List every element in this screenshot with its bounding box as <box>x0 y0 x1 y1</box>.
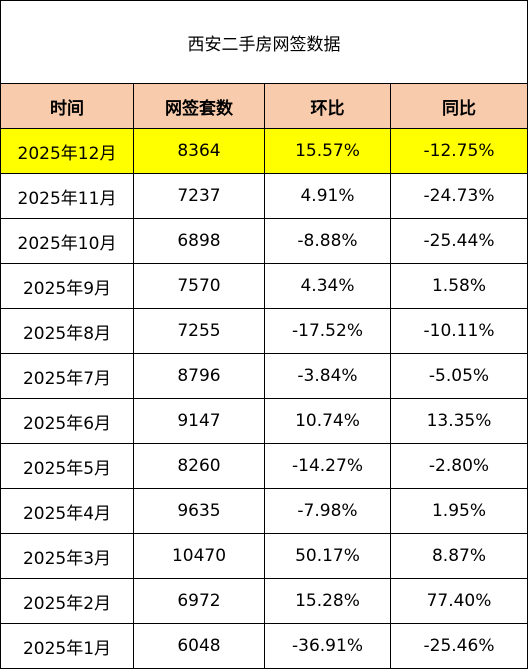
table-row: 2025年11月 7237 4.91% -24.73% <box>0 173 528 219</box>
cell-yoy[interactable]: -12.75% <box>390 128 528 174</box>
table-row: 2025年7月 8796 -3.84% -5.05% <box>0 353 528 399</box>
cell-month[interactable]: 2025年6月 <box>0 398 134 444</box>
cell-count[interactable]: 6972 <box>133 578 265 624</box>
cell-yoy[interactable]: 8.87% <box>390 533 528 579</box>
header-cell-count[interactable]: 网签套数 <box>133 83 265 129</box>
table-row: 2025年5月 8260 -14.27% -2.80% <box>0 443 528 489</box>
cell-mom[interactable]: -36.91% <box>264 623 391 669</box>
cell-mom[interactable]: 4.34% <box>264 263 391 309</box>
cell-mom[interactable]: 10.74% <box>264 398 391 444</box>
cell-month[interactable]: 2025年8月 <box>0 308 134 354</box>
table-row: 2025年2月 6972 15.28% 77.40% <box>0 578 528 624</box>
title-row: 西安二手房网签数据 <box>0 0 528 84</box>
cell-month[interactable]: 2025年1月 <box>0 623 134 669</box>
cell-count[interactable]: 8364 <box>133 128 265 174</box>
cell-count[interactable]: 10470 <box>133 533 265 579</box>
cell-mom[interactable]: 15.57% <box>264 128 391 174</box>
cell-month[interactable]: 2025年3月 <box>0 533 134 579</box>
cell-mom[interactable]: -14.27% <box>264 443 391 489</box>
cell-yoy[interactable]: -25.46% <box>390 623 528 669</box>
table-row: 2025年4月 9635 -7.98% 1.95% <box>0 488 528 534</box>
cell-mom[interactable]: -7.98% <box>264 488 391 534</box>
header-cell-time[interactable]: 时间 <box>0 83 134 129</box>
cell-yoy[interactable]: 1.95% <box>390 488 528 534</box>
cell-month[interactable]: 2025年11月 <box>0 173 134 219</box>
cell-mom[interactable]: 50.17% <box>264 533 391 579</box>
cell-count[interactable]: 6898 <box>133 218 265 264</box>
header-cell-yoy[interactable]: 同比 <box>390 83 528 129</box>
cell-mom[interactable]: -8.88% <box>264 218 391 264</box>
table-row: 2025年12月 8364 15.57% -12.75% <box>0 128 528 174</box>
cell-yoy[interactable]: 13.35% <box>390 398 528 444</box>
cell-count[interactable]: 9635 <box>133 488 265 534</box>
cell-count[interactable]: 7237 <box>133 173 265 219</box>
cell-count[interactable]: 7255 <box>133 308 265 354</box>
cell-month[interactable]: 2025年4月 <box>0 488 134 534</box>
cell-month[interactable]: 2025年7月 <box>0 353 134 399</box>
cell-month[interactable]: 2025年5月 <box>0 443 134 489</box>
cell-mom[interactable]: 4.91% <box>264 173 391 219</box>
cell-yoy[interactable]: -24.73% <box>390 173 528 219</box>
cell-count[interactable]: 6048 <box>133 623 265 669</box>
cell-mom[interactable]: 15.28% <box>264 578 391 624</box>
table-row: 2025年9月 7570 4.34% 1.58% <box>0 263 528 309</box>
table-row: 2025年3月 10470 50.17% 8.87% <box>0 533 528 579</box>
cell-mom[interactable]: -17.52% <box>264 308 391 354</box>
table-row: 2025年10月 6898 -8.88% -25.44% <box>0 218 528 264</box>
cell-mom[interactable]: -3.84% <box>264 353 391 399</box>
header-cell-mom[interactable]: 环比 <box>264 83 391 129</box>
header-row: 时间 网签套数 环比 同比 <box>0 83 528 129</box>
table-row: 2025年6月 9147 10.74% 13.35% <box>0 398 528 444</box>
cell-yoy[interactable]: -2.80% <box>390 443 528 489</box>
cell-month[interactable]: 2025年10月 <box>0 218 134 264</box>
cell-yoy[interactable]: 77.40% <box>390 578 528 624</box>
cell-yoy[interactable]: -25.44% <box>390 218 528 264</box>
table-title[interactable]: 西安二手房网签数据 <box>0 0 528 84</box>
cell-month[interactable]: 2025年2月 <box>0 578 134 624</box>
cell-yoy[interactable]: 1.58% <box>390 263 528 309</box>
cell-count[interactable]: 7570 <box>133 263 265 309</box>
cell-month[interactable]: 2025年12月 <box>0 128 134 174</box>
table-row: 2025年1月 6048 -36.91% -25.46% <box>0 623 528 669</box>
cell-month[interactable]: 2025年9月 <box>0 263 134 309</box>
table-row: 2025年8月 7255 -17.52% -10.11% <box>0 308 528 354</box>
cell-yoy[interactable]: -5.05% <box>390 353 528 399</box>
cell-count[interactable]: 8796 <box>133 353 265 399</box>
cell-yoy[interactable]: -10.11% <box>390 308 528 354</box>
cell-count[interactable]: 8260 <box>133 443 265 489</box>
cell-count[interactable]: 9147 <box>133 398 265 444</box>
